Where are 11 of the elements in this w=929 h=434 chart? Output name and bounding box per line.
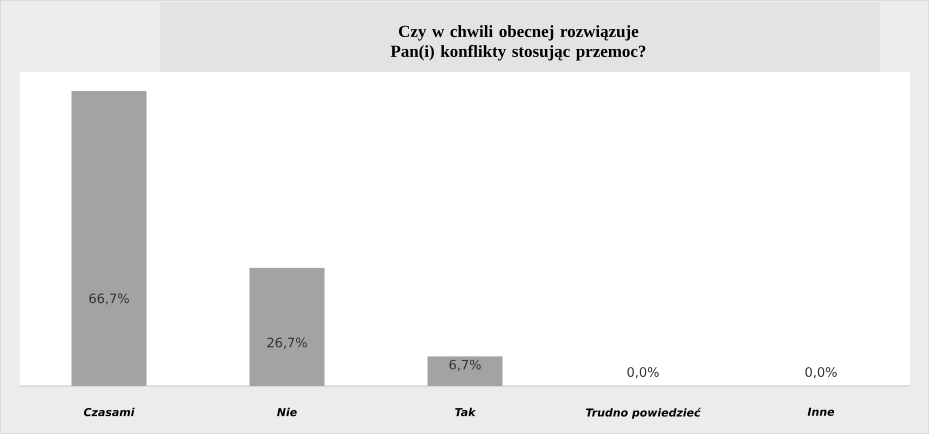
data-label: 0,0% xyxy=(627,367,659,378)
data-label: 0,0% xyxy=(805,367,837,378)
chart-title: Czy w chwili obecnej rozwiązuje Pan(i) konflikty stosując przemoc? xyxy=(390,25,646,60)
data-label: 26,7% xyxy=(267,338,307,349)
x-tick-label: Czasami xyxy=(84,408,135,416)
data-label: 66,7% xyxy=(89,293,129,305)
x-tick-label: Tak xyxy=(455,408,476,416)
x-tick-label: Nie xyxy=(277,408,297,416)
x-tick-label: Inne xyxy=(808,408,834,416)
data-label: 6,7% xyxy=(449,360,481,371)
x-tick-label: Trudno powiedzieć xyxy=(586,408,702,419)
